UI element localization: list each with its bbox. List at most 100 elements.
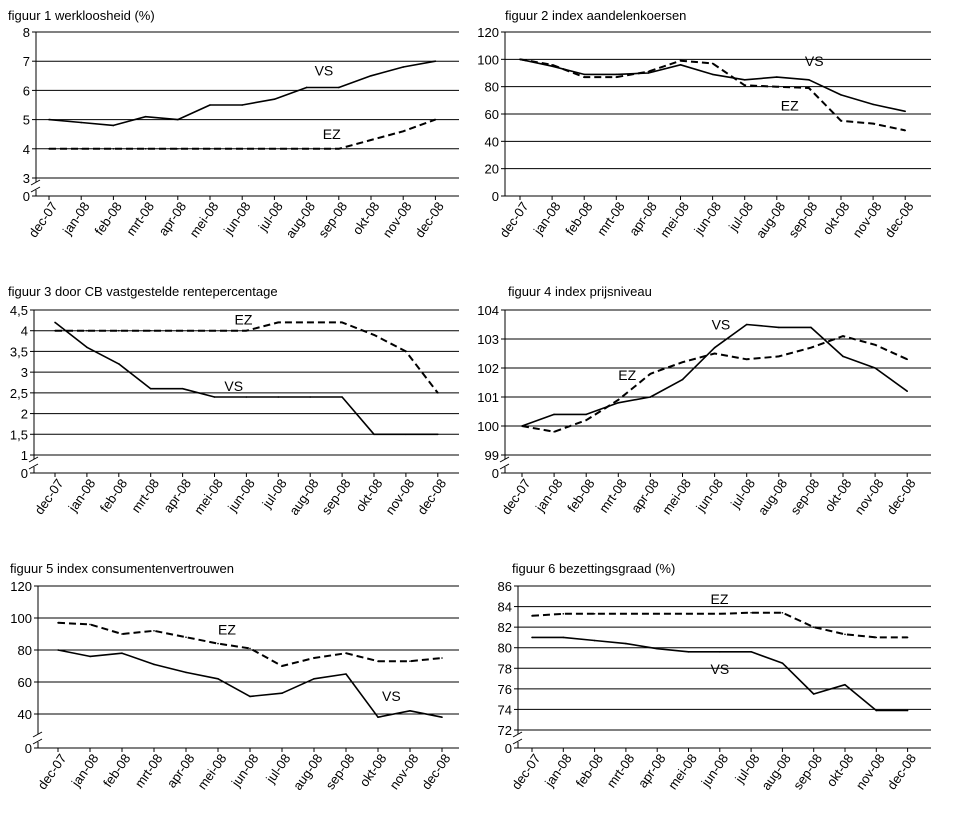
data-point-vs xyxy=(553,413,555,416)
x-tick-label: dec-08 xyxy=(418,751,453,792)
data-point-vs xyxy=(745,323,748,326)
x-tick-label: okt-08 xyxy=(349,199,382,237)
data-point-vs xyxy=(80,121,82,124)
x-tick-label: apr-08 xyxy=(155,199,189,238)
x-tick-label: dec-07 xyxy=(25,199,60,240)
x-tick-label: dec-07 xyxy=(31,476,66,517)
axis-break-mark xyxy=(512,731,523,738)
chart-panel-4: figuur 4 index prijsniveau 0 99 100 101 102 10… xyxy=(477,284,931,518)
data-point-vs xyxy=(373,433,375,436)
data-point-vs xyxy=(743,79,746,81)
y-tick-label: 102 xyxy=(477,361,499,376)
data-point-ez xyxy=(776,85,778,88)
data-point-ez xyxy=(313,657,315,659)
data-point-ez xyxy=(441,657,443,659)
data-point-ez xyxy=(273,148,276,150)
data-point-vs xyxy=(441,716,443,718)
y-tick-label: 40 xyxy=(18,707,32,722)
x-tick-label: apr-08 xyxy=(628,476,662,515)
series-line-vs xyxy=(48,60,436,127)
chart-panel-6: figuur 6 bezettingsgraad (%) 0 72 74 76 78 80 8… xyxy=(498,561,931,793)
x-tick-label: jan-08 xyxy=(59,199,93,238)
x-tick-label: apr-08 xyxy=(626,199,660,238)
data-point-vs xyxy=(185,671,187,674)
data-point-ez xyxy=(904,129,906,132)
axis-break-mark xyxy=(499,463,510,470)
data-point-ez xyxy=(217,642,219,645)
data-point-ez xyxy=(149,329,152,332)
y-tick-label: 80 xyxy=(498,641,512,656)
y-tick-label: 99 xyxy=(485,448,499,463)
x-tick-label: jul-08 xyxy=(731,751,762,786)
x-tick-label: jun-08 xyxy=(690,199,724,238)
y-tick-label: 60 xyxy=(18,675,32,690)
data-point-ez xyxy=(48,148,50,150)
data-point-vs xyxy=(377,716,379,718)
data-point-vs xyxy=(840,94,842,96)
series-label-ez: EZ xyxy=(618,367,636,383)
data-point-vs xyxy=(273,98,276,100)
data-point-ez xyxy=(281,665,283,667)
series-line-ez xyxy=(521,335,908,433)
x-tick-label: sep-08 xyxy=(315,199,350,240)
data-point-ez xyxy=(687,612,690,615)
data-point-vs xyxy=(593,639,596,642)
x-tick-label: jan-08 xyxy=(530,199,564,238)
data-point-ez xyxy=(562,612,565,615)
series-label-ez: EZ xyxy=(218,621,236,637)
data-point-ez xyxy=(778,355,780,358)
data-point-vs xyxy=(681,378,684,381)
data-point-ez xyxy=(144,148,147,150)
data-point-vs xyxy=(118,363,120,365)
y-tick-label: 80 xyxy=(485,80,499,95)
x-tick-label: okt-08 xyxy=(352,476,385,514)
data-point-ez xyxy=(277,321,280,324)
data-point-vs xyxy=(875,709,878,712)
data-point-vs xyxy=(89,655,91,658)
data-point-vs xyxy=(812,693,815,695)
data-point-vs xyxy=(872,103,874,106)
y-tick-label: 100 xyxy=(10,611,32,626)
y-tick-label: 3,5 xyxy=(10,344,28,359)
x-tick-label: apr-08 xyxy=(160,476,194,515)
data-point-ez xyxy=(656,612,658,615)
chart-title: figuur 6 bezettingsgraad (%) xyxy=(512,561,675,576)
data-point-vs xyxy=(615,73,618,76)
y-tick-label: 4 xyxy=(21,324,28,339)
x-tick-label: dec-07 xyxy=(496,199,531,240)
x-tick-label: jun-08 xyxy=(228,751,262,790)
data-point-vs xyxy=(842,355,844,358)
data-point-ez xyxy=(840,120,842,122)
data-point-ez xyxy=(617,399,620,401)
x-tick-label: feb-08 xyxy=(573,751,606,790)
data-point-vs xyxy=(810,326,812,329)
x-tick-label: jan-08 xyxy=(532,476,566,515)
data-point-ez xyxy=(647,70,650,73)
x-tick-label: jun-08 xyxy=(224,476,258,515)
chart-title: figuur 5 index consumentenvertrouwen xyxy=(10,561,234,576)
data-point-ez xyxy=(89,623,91,626)
data-point-vs xyxy=(562,636,565,639)
data-point-vs xyxy=(112,124,115,127)
data-point-vs xyxy=(86,346,88,349)
data-point-ez xyxy=(583,76,585,78)
data-point-vs xyxy=(409,710,411,712)
x-tick-label: mei-08 xyxy=(186,199,221,240)
data-point-ez xyxy=(679,59,682,62)
x-tick-label: jul-08 xyxy=(725,199,756,234)
data-point-ez xyxy=(750,611,752,614)
data-point-ez xyxy=(812,626,815,628)
x-tick-label: jun-08 xyxy=(692,476,726,515)
data-point-vs xyxy=(687,651,690,653)
data-point-ez xyxy=(521,425,523,427)
axis-break-mark xyxy=(32,738,43,745)
series-line-ez xyxy=(55,321,439,394)
data-point-vs xyxy=(149,387,152,390)
data-point-vs xyxy=(844,683,846,686)
chart-title: figuur 4 index prijsniveau xyxy=(508,284,652,299)
data-point-vs xyxy=(405,433,407,436)
series-line-ez xyxy=(49,118,436,150)
chart-title: figuur 2 index aandelenkoersen xyxy=(505,8,686,23)
x-tick-label: aug-08 xyxy=(758,751,794,793)
